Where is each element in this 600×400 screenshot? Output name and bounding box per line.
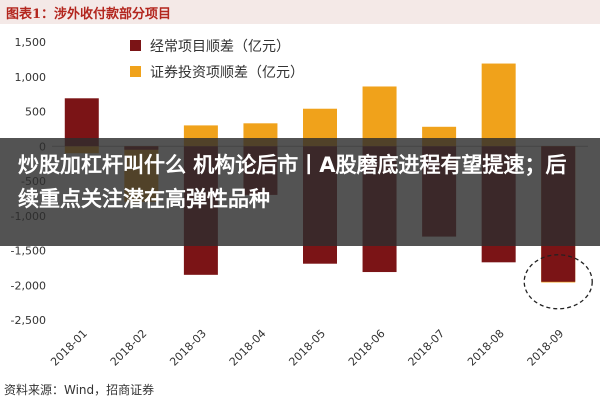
x-tick-label: 2018-02	[108, 327, 150, 369]
figure-header: 图表1：涉外收付款部分项目	[0, 0, 600, 24]
x-tick-label: 2018-03	[167, 327, 209, 369]
bar-securities-investment	[362, 86, 397, 147]
data-source: 资料来源：Wind，招商证券	[4, 383, 155, 397]
x-tick-label: 2018-09	[525, 327, 567, 369]
figure-title: 图表1：涉外收付款部分项目	[6, 7, 172, 22]
x-tick-label: 2018-08	[465, 327, 507, 369]
x-tick-label: 2018-07	[406, 327, 448, 369]
legend-swatch-securities	[130, 66, 141, 77]
y-tick-label: 1,500	[15, 36, 47, 49]
x-tick-label: 2018-01	[48, 327, 90, 369]
news-headline: 炒股加杠杆叫什么 机构论后市丨A股磨底进程有望提速；后续重点关注潜在高弹性品种	[18, 153, 567, 211]
legend-swatch-current	[130, 40, 141, 51]
y-tick-label: -1,500	[11, 245, 46, 258]
y-tick-label: -2,000	[11, 279, 46, 292]
x-tick-label: 2018-06	[346, 327, 388, 369]
legend-label-securities: 证券投资项顺差（亿元）	[150, 65, 304, 81]
highlight-circle	[523, 254, 593, 310]
y-tick-label: -2,500	[11, 314, 46, 327]
y-tick-label: 500	[25, 106, 46, 119]
x-tick-label: 2018-04	[227, 327, 269, 369]
y-tick-label: 1,000	[15, 71, 47, 84]
bar-securities-investment	[481, 63, 516, 147]
legend: 经常项目顺差（亿元） 证券投资项顺差（亿元）	[130, 39, 304, 81]
highlight-layer	[523, 254, 593, 310]
legend-label-current: 经常项目顺差（亿元）	[150, 39, 290, 55]
news-headline-banner: 炒股加杠杆叫什么 机构论后市丨A股磨底进程有望提速；后续重点关注潜在高弹性品种	[0, 138, 600, 246]
x-tick-label: 2018-05	[286, 327, 328, 369]
